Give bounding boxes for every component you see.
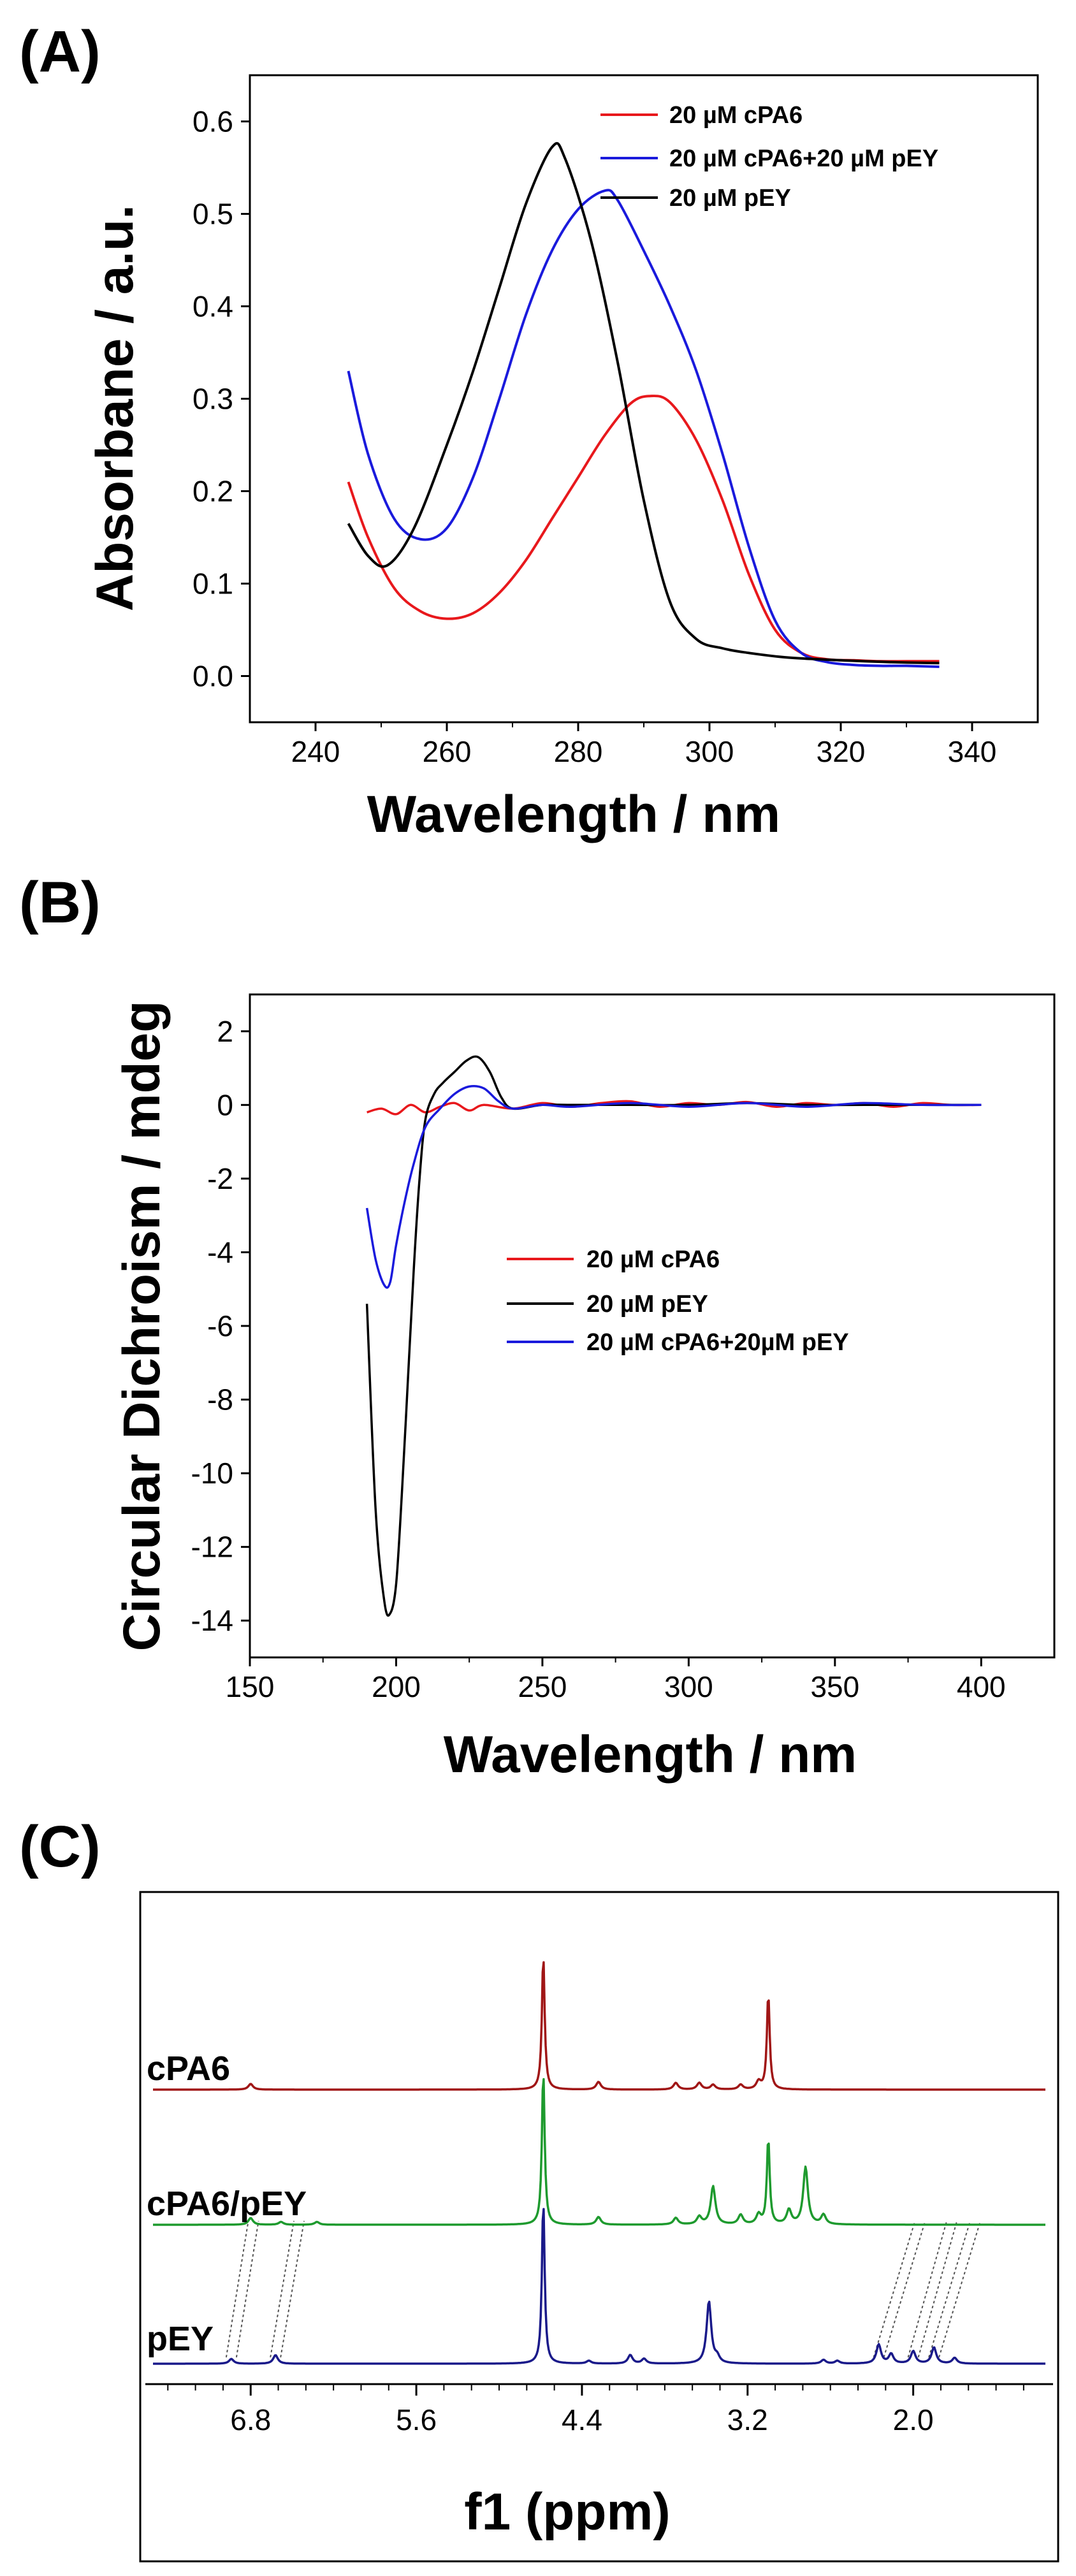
- y-tick-label: -12: [191, 1531, 233, 1564]
- panel-label-c: (C): [19, 1814, 101, 1879]
- y-tick-label: 0.5: [193, 198, 233, 231]
- y-tick-label: -2: [207, 1162, 233, 1195]
- x-tick-label: 280: [554, 735, 603, 768]
- x-tick-label: 300: [664, 1670, 713, 1703]
- nmr-x-axis-title: f1 (ppm): [464, 2483, 670, 2541]
- trace-label-cpa6-pey: cPA6/pEY: [147, 2185, 307, 2223]
- x-tick-label: 250: [518, 1670, 567, 1703]
- nmr-trace-1: [152, 2078, 1046, 2226]
- shift-connector: [928, 2220, 971, 2358]
- x-tick-label: 320: [817, 735, 866, 768]
- x-tick-label: 200: [372, 1670, 421, 1703]
- absorbance-legend: 20 µM cPA6 20 µM cPA6+20 µM pEY 20 µM pE…: [600, 102, 938, 212]
- shift-connector: [873, 2220, 916, 2358]
- legend-label-cpa6: 20 µM cPA6: [586, 1246, 720, 1273]
- series-line-1: [347, 189, 940, 668]
- x-tick-label: 350: [810, 1670, 859, 1703]
- x-tick-label: 340: [948, 735, 997, 768]
- y-tick-label: -6: [207, 1309, 233, 1343]
- y-tick-label: 0.2: [193, 475, 233, 508]
- series-line-0: [347, 395, 940, 663]
- shift-connector: [917, 2220, 958, 2358]
- y-tick-label: 0.0: [193, 660, 233, 693]
- y-tick-label: -10: [191, 1457, 233, 1490]
- cd-legend: 20 µM cPA6 20 µM pEY 20 µM cPA6+20µM pEY: [507, 1246, 849, 1356]
- shift-connector: [225, 2220, 249, 2358]
- absorbance-plot-frame: [249, 74, 1039, 724]
- y-tick-label: -14: [191, 1604, 233, 1637]
- nmr-chart: 6.8 5.6 4.4 3.2 2.0 cPA6 cPA6/pEY pEY f1 (pp…: [139, 1891, 1059, 2563]
- y-tick-label: 2: [217, 1015, 233, 1048]
- shift-connector: [270, 2220, 295, 2358]
- trace-label-pey: pEY: [147, 2320, 214, 2358]
- x-tick-label: 260: [423, 735, 472, 768]
- cd-y-axis-title: Circular Dichroism / mdeg: [113, 1001, 171, 1652]
- absorbance-x-axis-title: Wavelength / nm: [367, 785, 780, 843]
- x-tick-label: 5.6: [396, 2403, 437, 2436]
- y-tick-label: 0.4: [193, 290, 233, 323]
- y-tick-label: -4: [207, 1235, 233, 1269]
- series-line-2: [347, 142, 940, 665]
- shift-connector: [235, 2220, 259, 2358]
- y-tick-label: 0: [217, 1088, 233, 1121]
- x-tick-label: 6.8: [230, 2403, 271, 2436]
- shift-connector: [907, 2220, 948, 2358]
- legend-label-cpa6: 20 µM cPA6: [669, 102, 803, 129]
- absorbance-y-axis-title: Absorbane / a.u.: [86, 205, 144, 611]
- panel-label-b: (B): [19, 870, 101, 935]
- x-tick-label: 2.0: [893, 2403, 934, 2436]
- panel-label-a: (A): [19, 19, 101, 84]
- y-tick-label: -8: [207, 1383, 233, 1416]
- x-tick-label: 3.2: [727, 2403, 768, 2436]
- shift-connector: [938, 2220, 982, 2358]
- cd-x-axis-title: Wavelength / nm: [444, 1726, 857, 1784]
- legend-label-pey: 20 µM pEY: [586, 1291, 708, 1318]
- trace-label-cpa6: cPA6: [147, 2049, 230, 2088]
- nmr-trace-2: [152, 2208, 1046, 2365]
- x-tick-label: 240: [291, 735, 340, 768]
- y-tick-label: 0.3: [193, 382, 233, 416]
- shift-connector: [883, 2220, 926, 2358]
- cd-chart: 150 200 250 300 350 400 2 0 -2 -4 -6 -8 -10 -12 -14 20…: [113, 993, 1056, 1784]
- legend-label-cpa6-pey: 20 µM cPA6+20µM pEY: [586, 1329, 849, 1356]
- x-tick-label: 150: [226, 1670, 275, 1703]
- x-tick-label: 400: [957, 1670, 1006, 1703]
- absorbance-chart: 240 260 280 300 320 3400.00.10.20.30.40.50.6 …: [86, 74, 1039, 843]
- nmr-plot-frame: [139, 1891, 1059, 2563]
- series-line-2: [365, 1084, 982, 1289]
- nmr-trace-0: [152, 1961, 1046, 2091]
- cd-plot-frame: [249, 993, 1056, 1659]
- legend-label-pey: 20 µM pEY: [669, 185, 791, 212]
- x-tick-label: 4.4: [562, 2403, 602, 2436]
- shift-connector: [280, 2220, 305, 2358]
- y-tick-label: 0.1: [193, 567, 233, 600]
- legend-label-cpa6-pey: 20 µM cPA6+20 µM pEY: [669, 145, 938, 172]
- x-tick-label: 300: [685, 735, 734, 768]
- y-tick-label: 0.6: [193, 105, 233, 138]
